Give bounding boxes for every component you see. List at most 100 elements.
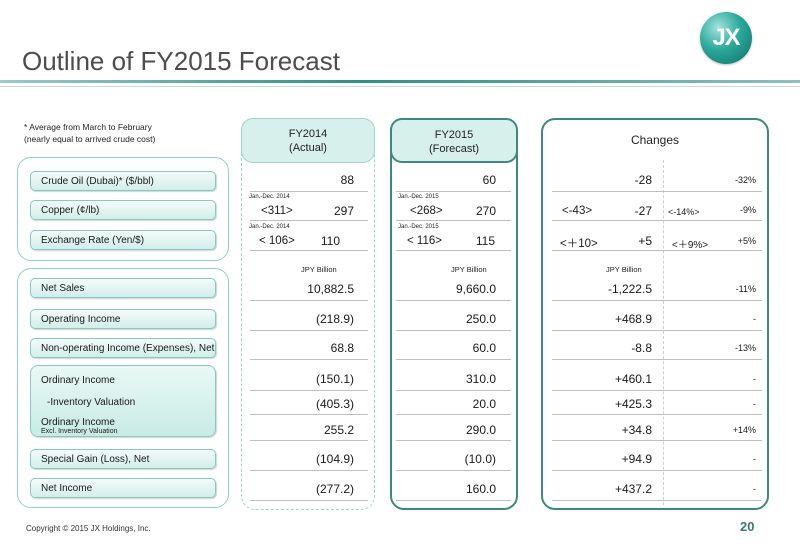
label-non-operating-income: Non-operating Income (Expenses), Net	[30, 338, 216, 358]
ordinary-income-change: +460.1	[614, 372, 652, 386]
page-number: 20	[740, 519, 755, 534]
copper-fy2015: 270	[475, 204, 496, 218]
inventory-fy2015: 20.0	[472, 397, 496, 411]
net-income-rate: -	[753, 484, 756, 494]
row-line	[552, 414, 762, 415]
inventory-change: +425.3	[614, 397, 652, 411]
row-line	[250, 250, 368, 251]
special-gain-fy2014: (104.9)	[315, 452, 354, 466]
row-line	[552, 330, 762, 331]
operating-income-change: +468.9	[614, 312, 652, 326]
label-net-sales: Net Sales	[30, 278, 216, 298]
fy2015-header: FY2015 (Forecast)	[390, 118, 518, 163]
operating-income-fy2014: (218.9)	[315, 312, 354, 326]
changes-column	[541, 118, 769, 510]
row-line	[396, 470, 511, 471]
fx-fy2015-bracket: < 116>	[407, 235, 442, 247]
label-panel-top	[17, 157, 229, 261]
row-line	[396, 300, 511, 301]
label-crude-oil: Crude Oil (Dubai)* ($/bbl)	[30, 171, 216, 191]
fy2015-header-line2: (Forecast)	[428, 143, 480, 155]
row-line	[396, 220, 511, 221]
net-income-change: +437.2	[614, 482, 652, 496]
label-copper: Copper (¢/lb)	[30, 200, 216, 220]
unit-changes: JPY Billion	[606, 265, 642, 274]
ordinary-excl-rate: +14%	[732, 425, 756, 435]
copyright: Copyright © 2015 JX Holdings, Inc.	[26, 524, 151, 533]
row-line	[396, 359, 511, 360]
net-sales-fy2014: 10,882.5	[307, 282, 354, 296]
row-line	[250, 440, 368, 441]
fx-rate-bracket: <＋9%>	[672, 240, 709, 251]
row-line	[396, 191, 511, 192]
net-income-fy2015: 160.0	[465, 482, 496, 496]
fx-rate: +5%	[737, 236, 756, 246]
fx-fy2014: 110	[320, 234, 340, 248]
row-line	[396, 330, 511, 331]
row-line	[552, 191, 762, 192]
label-net-income: Net Income	[30, 478, 216, 498]
inventory-rate: -	[753, 399, 756, 409]
unit-fy2014: JPY Billion	[301, 265, 337, 274]
unit-fy2015: JPY Billion	[451, 265, 487, 274]
row-line	[396, 414, 511, 415]
row-line	[552, 220, 762, 221]
non-operating-change: -8.8	[631, 341, 652, 355]
logo-text: JX	[712, 24, 740, 51]
crude-fy2015: 60	[482, 173, 496, 187]
row-line	[396, 390, 511, 391]
copper-fy2015-bracket: <268>	[410, 205, 443, 217]
ordinary-income-fy2015: 310.0	[465, 372, 496, 386]
fy2014-header-line2: (Actual)	[289, 142, 327, 154]
copper-rate: -9%	[739, 205, 756, 215]
row-line	[552, 300, 762, 301]
fx-change-bracket: <＋10>	[560, 238, 598, 250]
crude-note: * Average from March to February (nearly…	[24, 121, 155, 145]
row-line	[250, 330, 368, 331]
special-gain-fy2015: (10.0)	[464, 452, 496, 466]
row-line	[250, 300, 368, 301]
note-line-2: (nearly equal to arrived crude cost)	[24, 134, 156, 144]
fx-change: +5	[638, 234, 652, 248]
non-operating-rate: -13%	[734, 343, 756, 353]
fy2014-header-line1: FY2014	[288, 128, 328, 140]
copper-change-bracket: <-43>	[562, 205, 593, 217]
row-line	[552, 390, 762, 391]
ordinary-income-fy2014: (150.1)	[315, 372, 354, 386]
crude-fy2014: 88	[340, 173, 354, 187]
row-line	[552, 250, 762, 251]
changes-divider	[663, 160, 664, 505]
label-ordinary-income: Ordinary Income	[41, 375, 115, 386]
fx-fy2015: 115	[475, 234, 495, 248]
copper-rate-bracket: <-14%>	[668, 207, 700, 217]
ordinary-income-group: Ordinary Income -Inventory Valuation Ord…	[30, 365, 216, 437]
inventory-fy2014: (405.3)	[315, 397, 354, 411]
fy2015-period-copper: Jan.-Dec. 2015	[398, 194, 439, 200]
net-sales-fy2015: 9,660.0	[455, 282, 496, 296]
ordinary-excl-fy2014: 255.2	[323, 423, 354, 437]
ordinary-income-rate: -	[753, 374, 756, 384]
crude-change: -28	[634, 173, 652, 187]
changes-header: Changes	[630, 133, 680, 147]
copper-change: -27	[634, 204, 652, 218]
row-line	[250, 359, 368, 360]
row-line	[250, 500, 368, 501]
title-rule-thin	[0, 86, 800, 87]
label-ordinary-income-excl: Ordinary Income	[41, 417, 115, 428]
row-line	[552, 440, 762, 441]
net-income-fy2014: (277.2)	[315, 482, 354, 496]
operating-income-fy2015: 250.0	[465, 312, 496, 326]
row-line	[396, 500, 511, 501]
non-operating-fy2015: 60.0	[472, 341, 496, 355]
row-line	[250, 191, 368, 192]
label-operating-income: Operating Income	[30, 309, 216, 329]
special-gain-rate: -	[753, 454, 756, 464]
row-line	[552, 470, 762, 471]
page-title: Outline of FY2015 Forecast	[22, 46, 340, 76]
row-line	[250, 470, 368, 471]
ordinary-excl-change: +34.8	[621, 423, 652, 437]
label-excl-inventory: Excl. Inventory Valuation	[41, 428, 118, 435]
fy2014-period-copper: Jan.-Dec. 2014	[249, 194, 290, 200]
label-special-gain: Special Gain (Loss), Net	[30, 449, 216, 469]
row-line	[250, 414, 368, 415]
